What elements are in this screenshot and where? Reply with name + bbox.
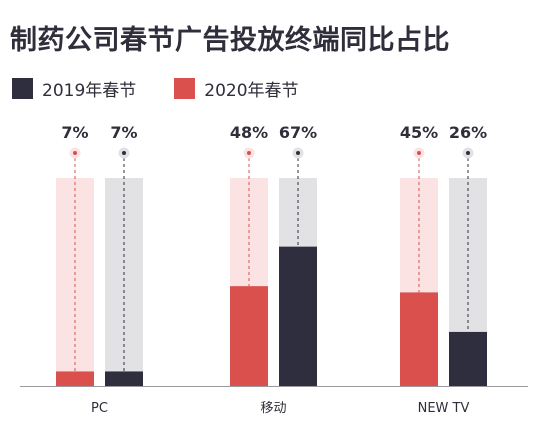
bar-2020-2 <box>400 292 438 386</box>
data-label-2020-0: 7% <box>61 123 88 142</box>
data-label-2019-1: 67% <box>279 123 317 142</box>
marker-dot-2020-2 <box>417 151 421 155</box>
marker-dot-2019-0 <box>122 151 126 155</box>
marker-dot-2020-0 <box>73 151 77 155</box>
bar-2019-0 <box>105 371 143 386</box>
legend-label-2020: 2020年春节 <box>204 80 299 101</box>
bar-2019-1 <box>279 246 317 386</box>
bar-2020-1 <box>230 286 268 386</box>
bar-track-2019-0 <box>105 178 143 386</box>
data-label-2020-1: 48% <box>230 123 268 142</box>
bar-2019-2 <box>449 331 487 386</box>
bar-2020-0 <box>56 371 94 386</box>
legend-item-2019: 2019年春节 <box>12 76 136 101</box>
legend: 2019年春节 2020年春节 <box>12 76 337 101</box>
category-label-2: NEW TV <box>418 401 470 416</box>
marker-dot-2019-2 <box>466 151 470 155</box>
data-label-2020-2: 45% <box>400 123 438 142</box>
data-label-2019-0: 7% <box>110 123 137 142</box>
chart-title: 制药公司春节广告投放终端同比占比 <box>10 25 450 56</box>
category-label-1: 移动 <box>260 401 286 416</box>
legend-label-2019: 2019年春节 <box>42 80 137 101</box>
bar-track-2020-0 <box>56 178 94 386</box>
data-label-2019-2: 26% <box>449 123 487 142</box>
legend-swatch-2019 <box>12 77 33 99</box>
marker-dot-2019-1 <box>296 151 300 155</box>
category-label-0: PC <box>91 401 108 416</box>
legend-item-2020: 2020年春节 <box>174 76 299 101</box>
marker-dot-2020-1 <box>247 151 251 155</box>
legend-swatch-2020 <box>174 77 196 99</box>
